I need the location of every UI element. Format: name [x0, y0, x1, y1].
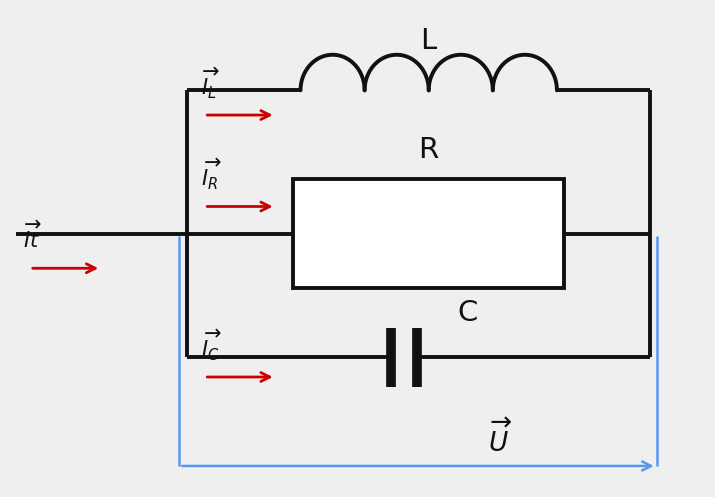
Text: $\overrightarrow{I_C}$: $\overrightarrow{I_C}$	[201, 327, 222, 362]
Text: R: R	[418, 136, 439, 164]
Bar	[293, 179, 564, 288]
Text: $\overrightarrow{U}$: $\overrightarrow{U}$	[488, 419, 512, 458]
Text: $\overrightarrow{It}$: $\overrightarrow{It}$	[23, 220, 41, 252]
Text: L: L	[420, 27, 437, 55]
Text: $\overrightarrow{I_R}$: $\overrightarrow{I_R}$	[201, 157, 222, 192]
Text: $\overrightarrow{I_L}$: $\overrightarrow{I_L}$	[201, 65, 220, 100]
Text: C: C	[458, 299, 478, 327]
